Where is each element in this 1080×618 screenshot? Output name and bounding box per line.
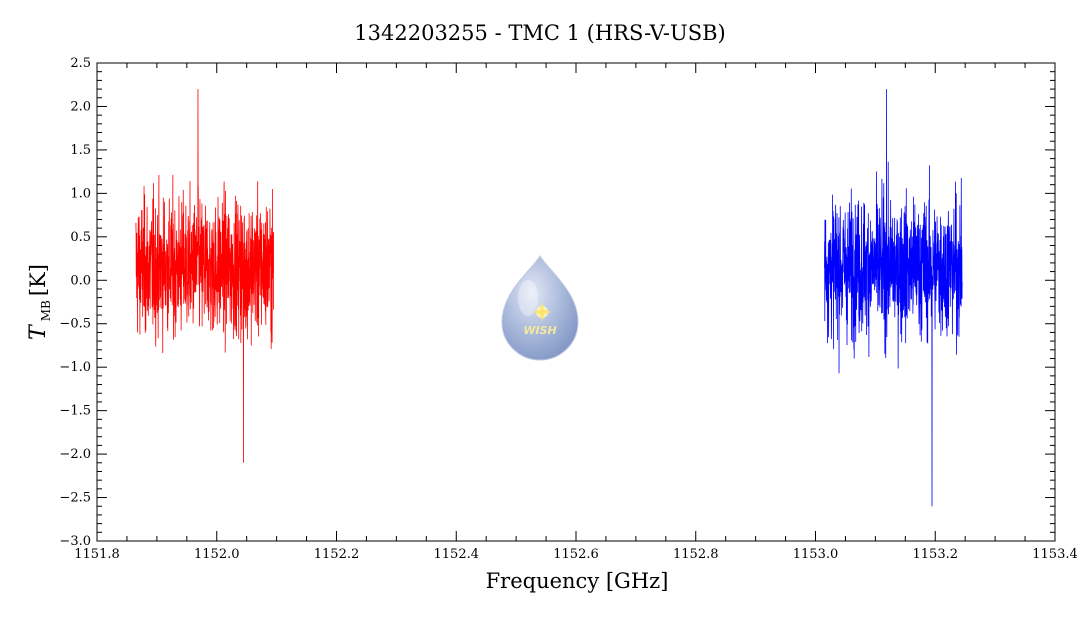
x-axis-label: Frequency [GHz] xyxy=(486,569,669,593)
x-tick-label: 1153.4 xyxy=(1032,547,1078,562)
x-tick-label: 1152.2 xyxy=(314,547,360,562)
y-axis-label-unit: [K] xyxy=(26,264,50,296)
y-tick-label: 0.5 xyxy=(70,230,91,245)
y-tick-label: −3.0 xyxy=(59,534,91,549)
x-tick-label: 1152.8 xyxy=(673,547,719,562)
y-tick-label: −2.0 xyxy=(59,447,91,462)
logo-label: WISH xyxy=(523,324,556,337)
y-axis-label-symbol: T xyxy=(26,323,51,340)
y-axis: −3.0 −2.5 −2.0 −1.5 −1.0 −0.5 0.0 0.5 1.0 1.5 2.0 2… xyxy=(59,56,1055,549)
y-tick-label: −1.0 xyxy=(59,360,91,375)
y-axis-label-subscript: MB xyxy=(39,300,53,321)
series-layer xyxy=(135,89,963,507)
star-icon xyxy=(532,302,552,322)
svg-text:T MB [K]: T MB [K] xyxy=(26,264,54,340)
y-tick-label: 1.0 xyxy=(70,186,91,201)
x-tick-label: 1152.4 xyxy=(434,547,480,562)
x-tick-label: 1151.8 xyxy=(74,547,120,562)
y-tick-label: 0.0 xyxy=(70,273,91,288)
x-tick-label: 1153.2 xyxy=(913,547,959,562)
x-axis: 1151.8 1152.0 1152.2 1152.4 1152.6 1152.8 1153… xyxy=(74,63,1078,562)
chart-title: 1342203255 - TMC 1 (HRS-V-USB) xyxy=(354,21,725,45)
y-tick-label: −0.5 xyxy=(59,317,91,332)
series-line-1 xyxy=(135,89,275,463)
y-tick-label: 2.0 xyxy=(70,99,91,114)
x-tick-label: 1152.0 xyxy=(194,547,240,562)
y-tick-label: 1.5 xyxy=(70,143,91,158)
series-line-2 xyxy=(824,89,963,507)
y-axis-label: T MB [K] xyxy=(26,264,54,340)
x-tick-label: 1153.0 xyxy=(793,547,839,562)
x-tick-label: 1152.6 xyxy=(553,547,599,562)
y-tick-label: −1.5 xyxy=(59,404,91,419)
wish-logo: WISH xyxy=(501,255,579,361)
y-tick-label: 2.5 xyxy=(70,56,91,71)
y-tick-label: −2.5 xyxy=(59,491,91,506)
